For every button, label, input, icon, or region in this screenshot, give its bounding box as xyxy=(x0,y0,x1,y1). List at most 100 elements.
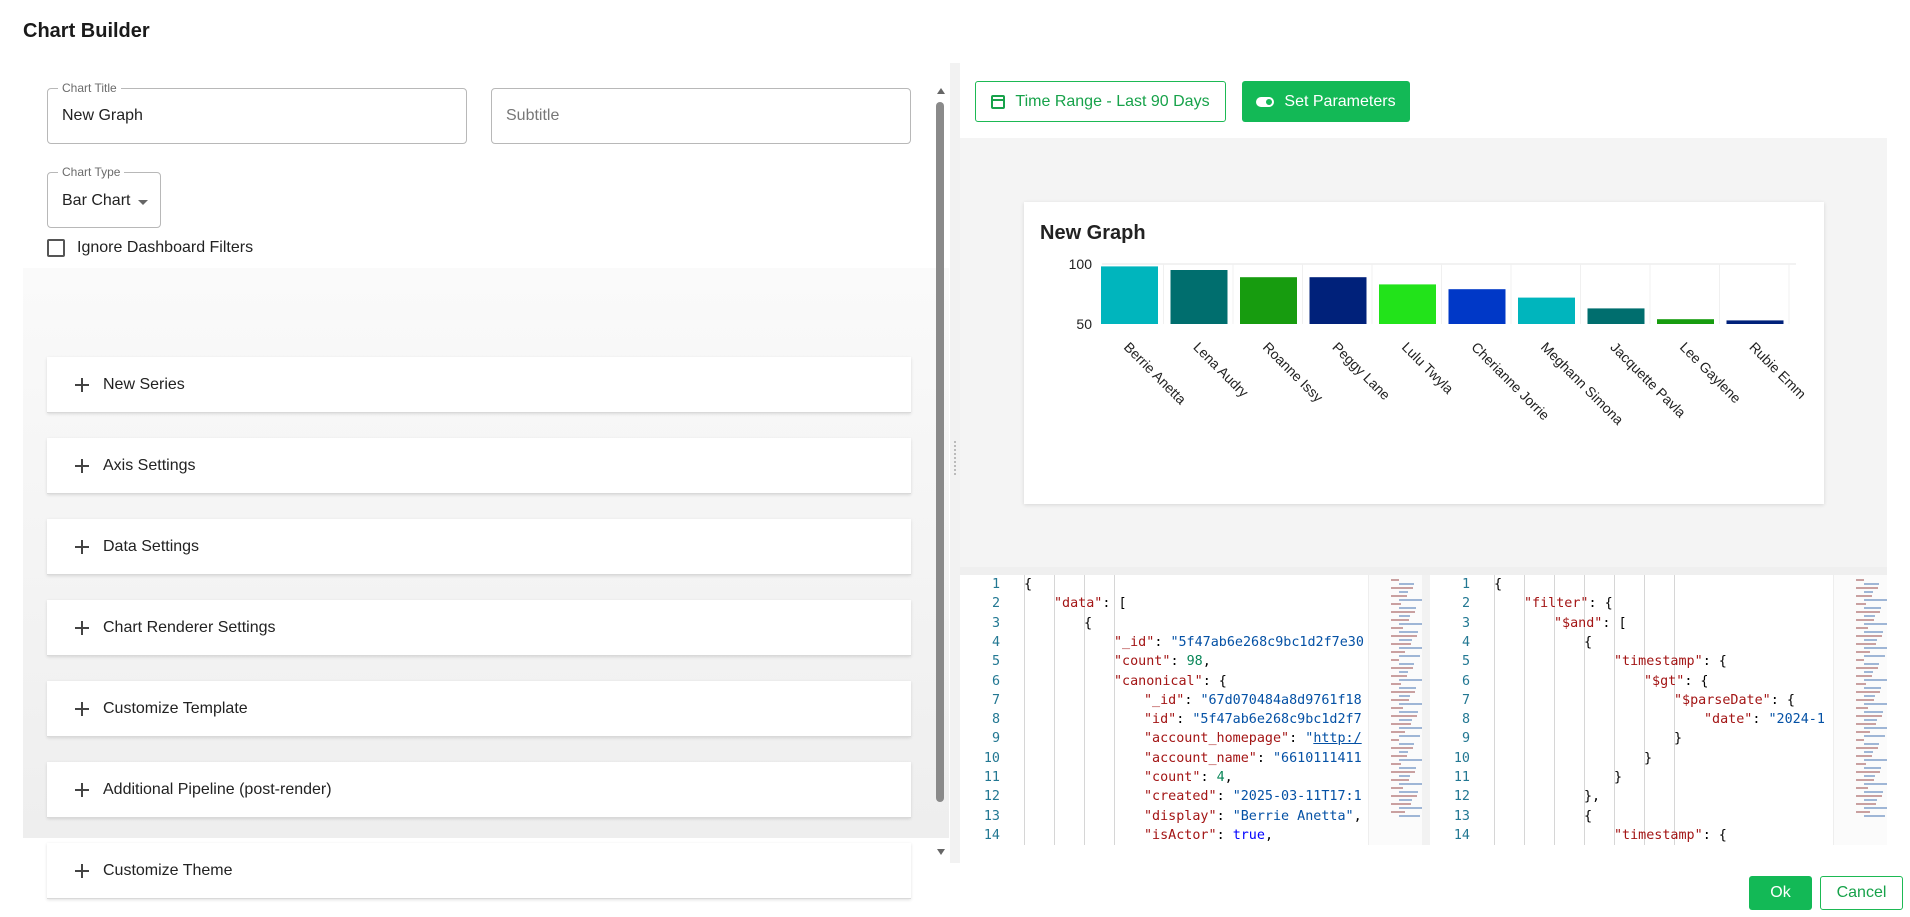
scroll-up-icon[interactable] xyxy=(937,88,945,94)
subtitle-input[interactable] xyxy=(492,89,910,143)
section-axis-settings[interactable]: Axis Settings xyxy=(47,438,911,494)
set-parameters-button[interactable]: Set Parameters xyxy=(1242,81,1410,122)
code-line: 12 "created": "2025-03-11T17:1 xyxy=(960,789,1422,808)
section-customize-theme[interactable]: Customize Theme xyxy=(47,843,911,899)
code-text: { xyxy=(1024,577,1033,592)
indent-guide xyxy=(1554,575,1555,845)
minimap-line xyxy=(1391,603,1401,605)
chart-title-field[interactable]: Chart Title xyxy=(47,81,467,144)
bar[interactable] xyxy=(1657,319,1714,324)
minimap-line xyxy=(1864,639,1877,641)
minimap-line xyxy=(1856,627,1868,629)
section-additional-pipeline[interactable]: Additional Pipeline (post-render) xyxy=(47,762,911,818)
drag-handle-icon[interactable] xyxy=(954,441,956,475)
panel-splitter[interactable] xyxy=(950,63,960,863)
ok-button[interactable]: Ok xyxy=(1749,876,1812,910)
ignore-filters-checkbox[interactable] xyxy=(47,239,65,257)
minimap-line xyxy=(1399,615,1410,617)
minimap-line xyxy=(1864,783,1887,785)
bar[interactable] xyxy=(1726,320,1784,324)
code-line: 1{ xyxy=(1430,577,1887,596)
time-range-button[interactable]: Time Range - Last 90 Days xyxy=(975,81,1226,122)
code-text: "_id": "67d070484a8d9761f18 xyxy=(1144,692,1362,708)
line-number: 7 xyxy=(1461,692,1470,708)
scroll-down-icon[interactable] xyxy=(937,849,945,855)
minimap-line xyxy=(1399,735,1420,737)
plus-icon xyxy=(75,782,89,797)
chart-type-select[interactable]: Chart Type Bar Chart xyxy=(47,165,161,228)
calendar-icon xyxy=(991,94,1006,109)
subtitle-field[interactable] xyxy=(491,88,911,144)
code-line: 8 "id": "5f47ab6e268c9bc1d2f7 xyxy=(960,712,1422,731)
code-text: } xyxy=(1674,731,1683,747)
code-line: 11} xyxy=(1430,770,1887,789)
code-text: "count": 4, xyxy=(1144,770,1233,785)
chart-type-label: Chart Type xyxy=(58,165,125,179)
code-line: 3 "$and": [ xyxy=(1430,616,1887,635)
cancel-button[interactable]: Cancel xyxy=(1820,876,1903,910)
bar[interactable] xyxy=(1379,284,1436,324)
minimap-line xyxy=(1391,739,1399,741)
data-json-editor[interactable]: 1{2 "data": [3{4 "_id": "5f47ab6e268c9bc1d… xyxy=(960,575,1422,845)
y-tick-label: 100 xyxy=(1069,256,1093,272)
code-text: "filter": { xyxy=(1524,596,1613,612)
minimap-line xyxy=(1391,811,1405,813)
minimap-line xyxy=(1856,755,1872,757)
editor-minimap[interactable] xyxy=(1833,575,1887,845)
minimap-line xyxy=(1864,815,1885,817)
editor-minimap[interactable] xyxy=(1368,575,1422,845)
preview-editor-splitter[interactable] xyxy=(960,567,1887,575)
section-new-series[interactable]: New Series xyxy=(47,357,911,413)
indent-guide xyxy=(1674,575,1675,845)
line-number: 5 xyxy=(991,654,1000,670)
line-number: 13 xyxy=(983,808,1000,824)
bar[interactable] xyxy=(1309,277,1367,324)
plus-icon xyxy=(75,377,89,392)
minimap-line xyxy=(1856,595,1872,597)
code-line: 10 "account_name": "6610111411 xyxy=(960,751,1422,770)
x-tick-label: Lee Gaylene xyxy=(1677,339,1745,407)
code-text: "account_name": "6610111411 xyxy=(1144,750,1362,766)
y-tick-label: 50 xyxy=(1076,316,1092,332)
section-customize-template[interactable]: Customize Template xyxy=(47,681,911,737)
query-json-editor[interactable]: 1{2 "filter": {3 "$and": [4{5 "timestamp": … xyxy=(1430,575,1887,845)
minimap-line xyxy=(1391,675,1407,677)
minimap-line xyxy=(1864,703,1887,705)
code-line: 1{ xyxy=(960,577,1422,596)
chart-title-input[interactable] xyxy=(48,89,466,143)
minimap-line xyxy=(1864,599,1887,601)
chart-preview-area: 100 50 Berrie Anetta Lena Audry Roanne Issy P… xyxy=(960,138,1887,567)
line-number: 8 xyxy=(1461,712,1470,728)
minimap-line xyxy=(1399,743,1414,745)
minimap-line xyxy=(1391,779,1409,781)
section-chart-renderer-settings[interactable]: Chart Renderer Settings xyxy=(47,600,911,656)
minimap-line xyxy=(1856,803,1876,805)
ignore-filters-row[interactable]: Ignore Dashboard Filters xyxy=(47,239,253,257)
line-number: 9 xyxy=(991,731,1000,747)
form-scrollbar[interactable] xyxy=(935,88,947,855)
minimap-line xyxy=(1391,691,1415,693)
minimap-line xyxy=(1399,815,1420,817)
indent-guide xyxy=(1084,575,1085,845)
editor-splitter[interactable] xyxy=(1422,575,1430,845)
minimap-line xyxy=(1856,675,1872,677)
minimap-line xyxy=(1856,707,1868,709)
section-label: Customize Template xyxy=(103,699,248,717)
scroll-thumb[interactable] xyxy=(936,102,944,802)
section-data-settings[interactable]: Data Settings xyxy=(47,519,911,575)
minimap-line xyxy=(1864,687,1881,689)
bar[interactable] xyxy=(1587,308,1645,324)
minimap-line xyxy=(1399,591,1408,593)
section-label: Additional Pipeline (post-render) xyxy=(103,780,332,798)
bar[interactable] xyxy=(1101,266,1158,324)
minimap-line xyxy=(1399,711,1418,713)
bar[interactable] xyxy=(1170,270,1228,324)
minimap-line xyxy=(1856,787,1868,789)
code-line: 13 "display": "Berrie Anetta", xyxy=(960,809,1422,828)
bar[interactable] xyxy=(1518,297,1575,324)
bar[interactable] xyxy=(1448,289,1506,324)
bar[interactable] xyxy=(1240,277,1297,324)
code-text: "data": [ xyxy=(1054,596,1127,612)
code-text: } xyxy=(1614,770,1623,785)
section-label: Data Settings xyxy=(103,537,200,555)
